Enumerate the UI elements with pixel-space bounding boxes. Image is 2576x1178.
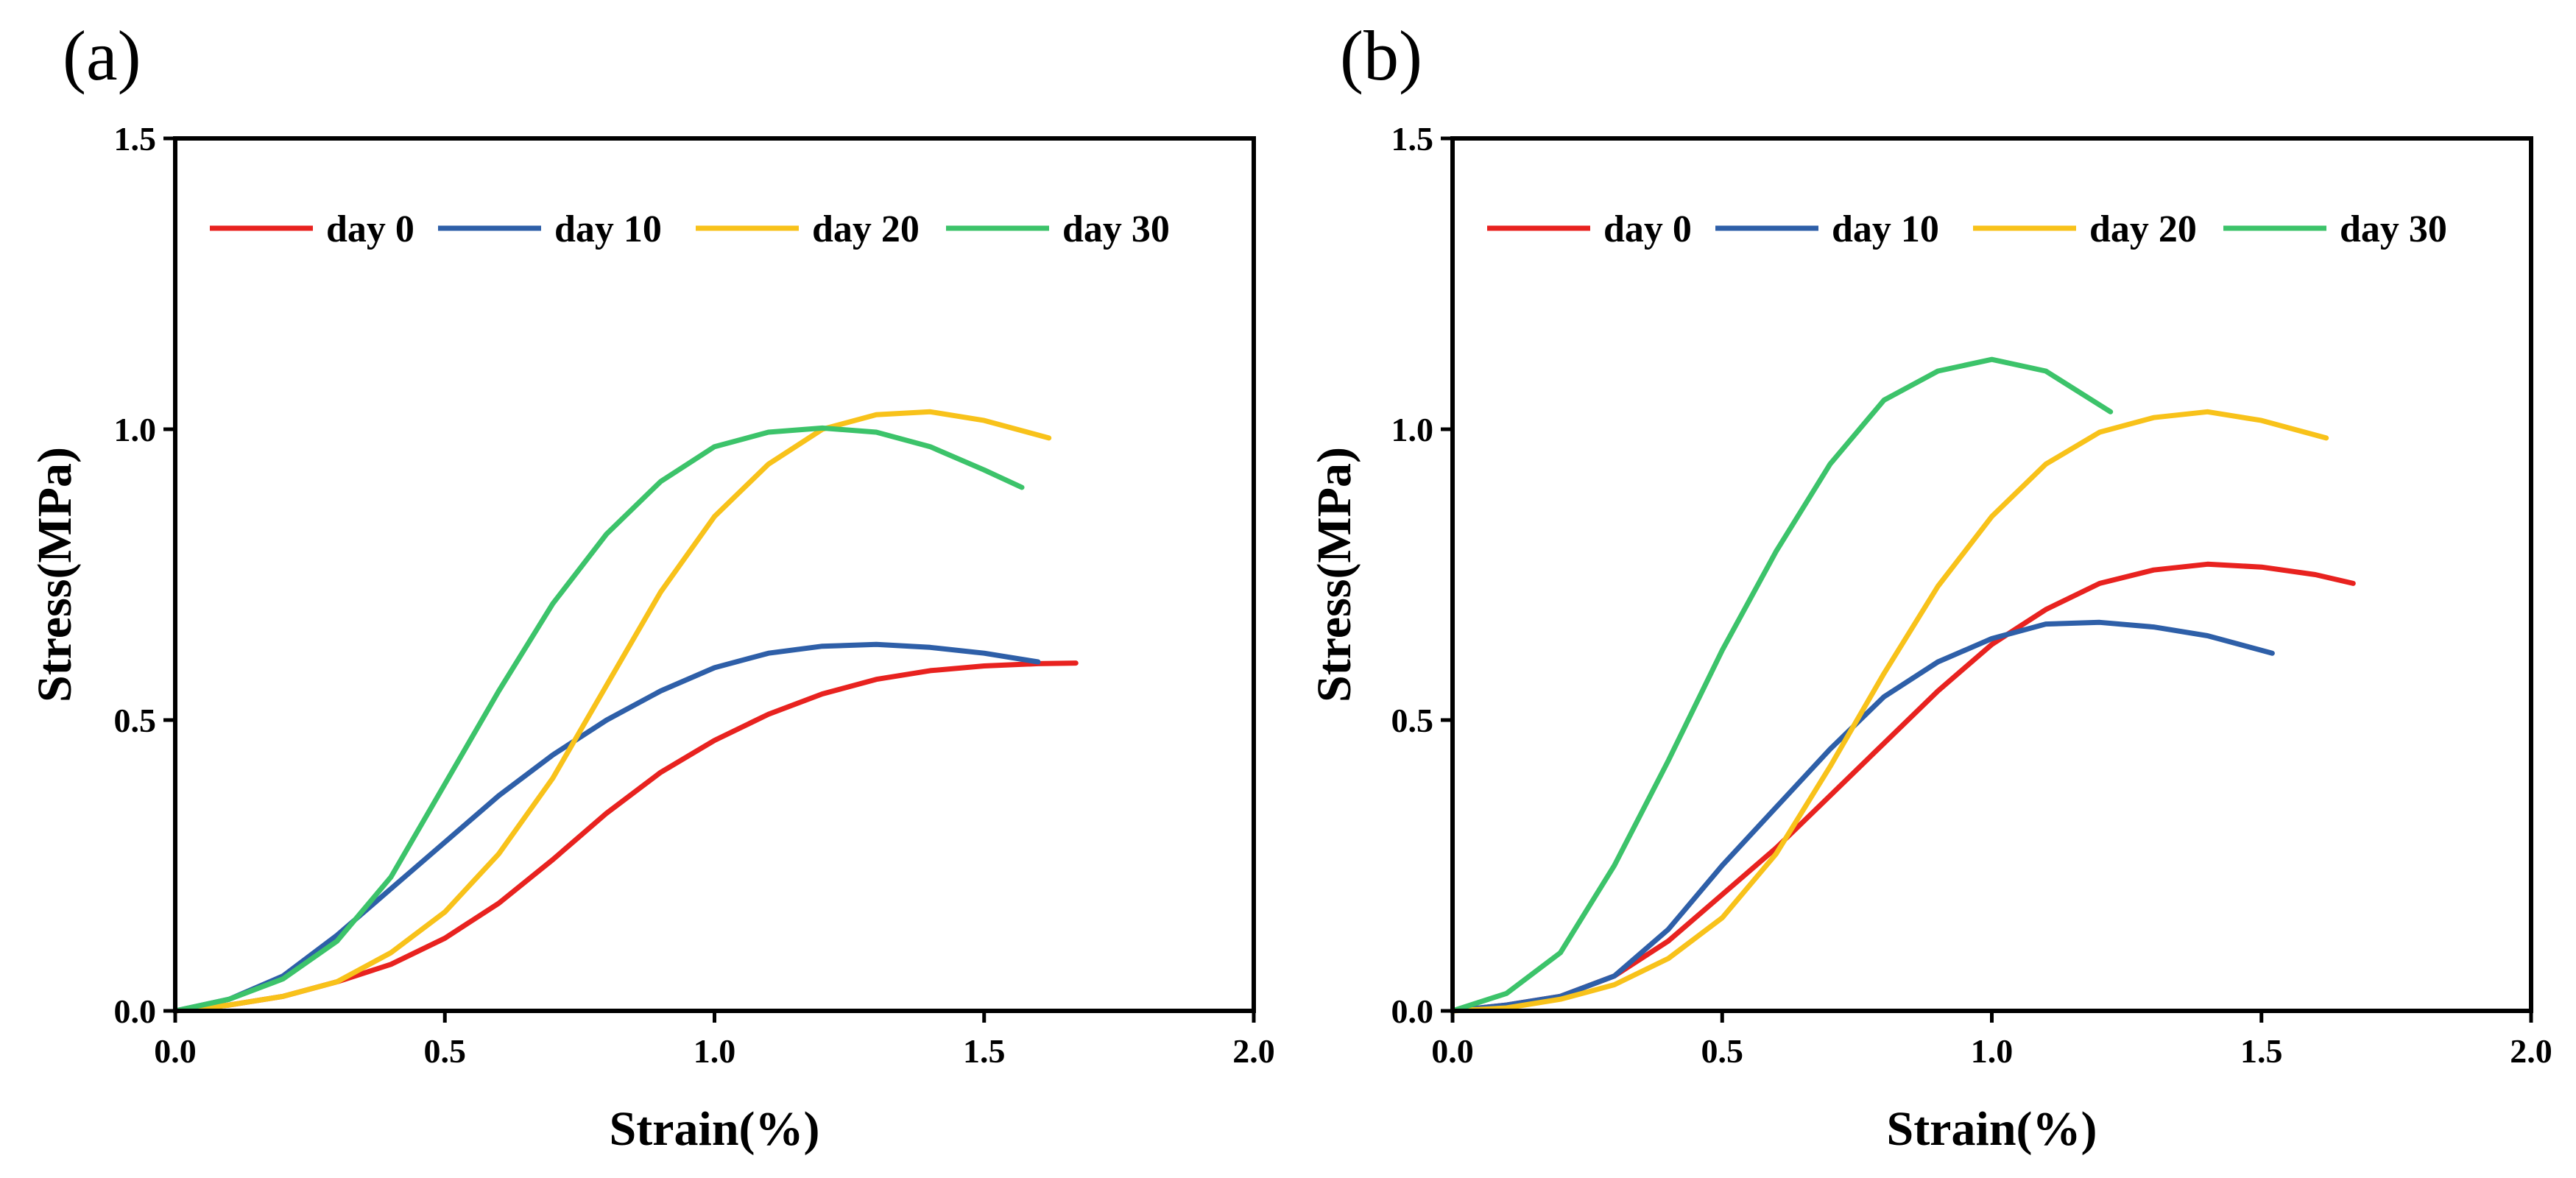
x-tick-label: 0.5 <box>1701 1032 1744 1070</box>
y-axis-title: Stress(MPa) <box>28 447 82 702</box>
x-tick-label: 1.5 <box>2240 1032 2283 1070</box>
legend-label-day-10: day 10 <box>554 208 662 250</box>
y-tick-label: 1.5 <box>114 120 157 158</box>
panel-b: (b) 0.0 0.5 1.0 1.5 2.0 0.0 0.5 1.0 1.5 Strain(%) S… <box>1308 16 2552 1156</box>
plot-frame <box>173 136 1256 1013</box>
legend-label-day-30: day 30 <box>1062 208 1170 250</box>
x-tick-label: 2.0 <box>2510 1032 2552 1070</box>
x-tick-label: 0.5 <box>424 1032 467 1070</box>
x-tick-label: 1.0 <box>694 1032 736 1070</box>
legend-label-day-20: day 20 <box>2089 208 2197 250</box>
legend-label-day-10: day 10 <box>1832 208 1939 250</box>
legend: day 0 day 10 day 20 day 30 <box>1487 208 2447 250</box>
legend-label-day-20: day 20 <box>812 208 920 250</box>
series-line-day-10 <box>1450 619 2275 1014</box>
y-tick-label: 0.0 <box>1391 992 1434 1030</box>
legend: day 0 day 10 day 20 day 30 <box>210 208 1170 250</box>
x-axis-title: Strain(%) <box>1887 1102 2097 1156</box>
series-line-day-20 <box>1450 409 2329 1014</box>
x-tick-label: 0.0 <box>1431 1032 1474 1070</box>
panel-label: (a) <box>63 16 141 95</box>
y-tick-label: 0.5 <box>114 702 157 739</box>
series-line-day-10 <box>172 641 1041 1014</box>
series-line-day-0 <box>1450 561 2356 1014</box>
y-tick-label: 0.0 <box>114 992 157 1030</box>
x-axis-title: Strain(%) <box>610 1102 820 1156</box>
y-tick-label: 1.0 <box>114 411 157 448</box>
series-line-day-30 <box>172 425 1025 1014</box>
y-tick-label: 1.5 <box>1391 120 1434 158</box>
y-tick-label: 1.0 <box>1391 411 1434 448</box>
y-tick-label: 0.5 <box>1391 702 1434 739</box>
legend-label-day-0: day 0 <box>326 208 414 250</box>
legend-label-day-30: day 30 <box>2340 208 2447 250</box>
series-line-day-30 <box>1450 356 2114 1014</box>
x-tick-label: 2.0 <box>1232 1032 1275 1070</box>
x-tick-label: 0.0 <box>154 1032 197 1070</box>
legend-label-day-0: day 0 <box>1603 208 1692 250</box>
plot-frame <box>1450 136 2533 1013</box>
x-tick-label: 1.5 <box>963 1032 1006 1070</box>
panel-a: (a) 0.0 0.5 1.0 1.5 2.0 0.0 0.5 1.0 1.5 Strain(%) S… <box>28 16 1275 1156</box>
y-axis-title: Stress(MPa) <box>1308 447 1361 702</box>
panel-label: (b) <box>1340 16 1422 95</box>
series-line-day-20 <box>172 409 1052 1014</box>
x-tick-label: 1.0 <box>1971 1032 2014 1070</box>
